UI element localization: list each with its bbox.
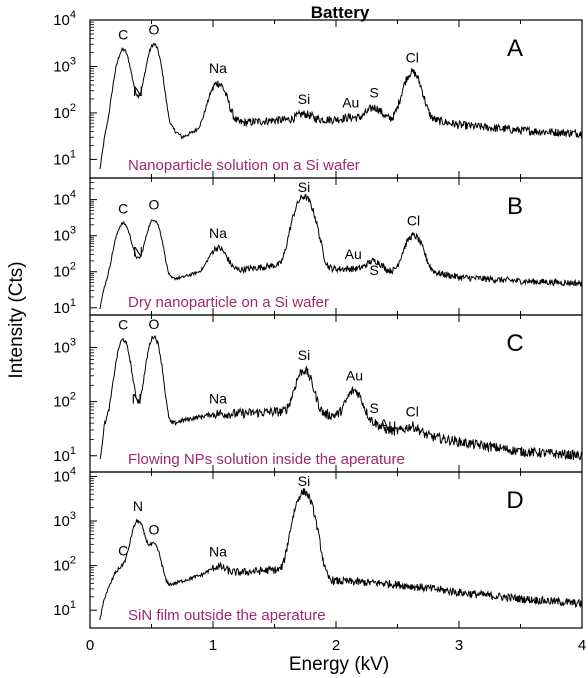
panel-d: 101 102 103 104 C NO Na Si D SiN film outside the… <box>53 465 583 629</box>
y-tick-label: 103 <box>53 510 76 530</box>
peak-label-n: N <box>133 83 143 99</box>
panel-letter: C <box>506 330 523 357</box>
x-tick-label: 4 <box>578 637 586 654</box>
panel-caption: Dry nanoparticle on a Si wafer <box>128 294 329 311</box>
figure-title: Battery <box>311 3 370 22</box>
peak-label-o: O <box>149 316 160 332</box>
panel-caption: Nanoparticle solution on a Si wafer <box>128 157 360 174</box>
panel-caption: Flowing NPs solution inside the aperatur… <box>128 451 405 468</box>
y-tick-label: 103 <box>53 225 76 245</box>
peak-label-na: Na <box>209 225 227 241</box>
y-tick-label: 102 <box>53 102 76 122</box>
y-axis-title: Intensity (Cts) <box>6 261 27 378</box>
peak-label-cl: Cl <box>406 49 419 65</box>
y-tick-label: 102 <box>53 555 76 575</box>
y-tick-label: 101 <box>53 599 76 619</box>
panel-b: 101 102 103 104 C N O Na Si Au S Cl B Dry nanoparticl… <box>53 177 583 317</box>
y-tick-label: 103 <box>53 55 76 75</box>
peak-label-si: Si <box>298 347 310 363</box>
spectrum-line <box>99 42 583 170</box>
peak-label-s: S <box>369 400 378 416</box>
peak-label-na: Na <box>209 60 227 76</box>
x-tick-label: 3 <box>455 637 463 654</box>
y-tick-label: 102 <box>53 391 76 411</box>
panel-letter: A <box>507 35 523 62</box>
peak-label-o: O <box>149 521 160 537</box>
peak-label-n: N <box>132 391 142 407</box>
peak-label-o: O <box>149 197 160 213</box>
peak-label-cl: Cl <box>406 403 419 419</box>
spectrum-line <box>99 194 583 310</box>
peak-label-au: Au <box>346 368 363 384</box>
panel-caption: SiN film outside the aperature <box>128 607 326 624</box>
y-tick-label: 101 <box>53 297 76 317</box>
x-axis: 0 1 2 3 4 <box>86 637 586 654</box>
peak-label-si: Si <box>298 473 310 489</box>
y-tick-label: 104 <box>53 189 76 209</box>
spectrum-line <box>99 488 583 621</box>
peak-label-au: Au <box>379 416 396 432</box>
peak-label-s: S <box>369 262 378 278</box>
y-tick-label: 101 <box>53 445 76 465</box>
panel-a: 101 102 103 104 C N O Na Si Au S Cl A Nanoparticle so… <box>53 9 583 179</box>
peak-label-cl: Cl <box>407 213 420 229</box>
peak-label-na: Na <box>209 544 227 560</box>
peak-label-c: C <box>118 27 128 43</box>
x-tick-label: 1 <box>209 637 217 654</box>
peak-label-n: N <box>133 498 143 514</box>
x-tick-label: 0 <box>86 637 94 654</box>
y-tick-label: 102 <box>53 261 76 281</box>
spectrum-line <box>99 335 583 461</box>
panel-letter: D <box>506 487 523 514</box>
x-tick-label: 2 <box>332 637 340 654</box>
peak-label-n: N <box>133 243 143 259</box>
y-tick-label: 104 <box>53 465 76 485</box>
peak-label-o: O <box>149 21 160 37</box>
peak-label-c: C <box>118 200 128 216</box>
peak-label-s: S <box>369 85 378 101</box>
panel-letter: B <box>507 193 523 220</box>
y-tick-label: 103 <box>53 336 76 356</box>
x-axis-title: Energy (kV) <box>289 654 389 675</box>
peak-label-au: Au <box>342 94 359 110</box>
peak-label-c: C <box>118 317 128 333</box>
peak-label-na: Na <box>209 391 227 407</box>
peak-label-au: Au <box>345 246 362 262</box>
peak-label-si: Si <box>298 91 310 107</box>
y-tick-label: 101 <box>53 148 76 168</box>
y-tick-label: 104 <box>53 9 76 29</box>
peak-label-si: Si <box>298 179 310 195</box>
peak-label-c: C <box>118 543 128 559</box>
